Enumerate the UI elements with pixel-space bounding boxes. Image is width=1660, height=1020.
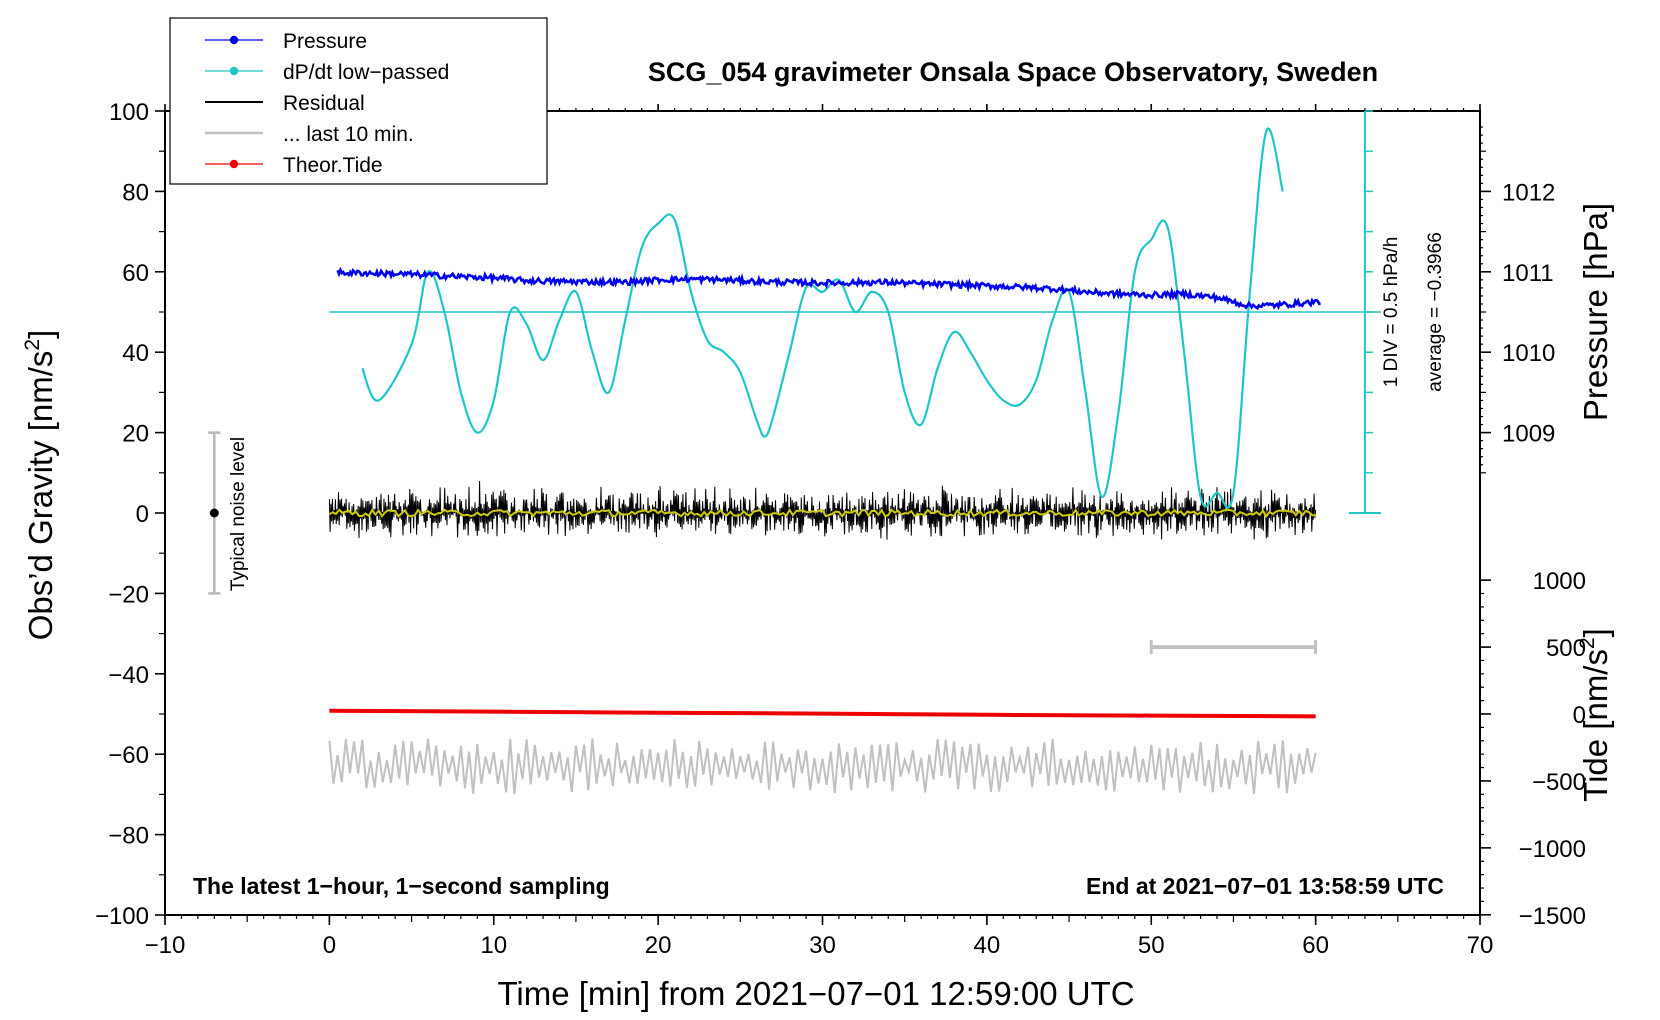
- y-left-tick-label: 80: [122, 179, 149, 206]
- legend-label: ... last 10 min.: [283, 123, 414, 146]
- pressure-tick-label: 1010: [1502, 340, 1555, 367]
- y-left-tick-label: −20: [108, 581, 149, 608]
- x-tick-label: 20: [645, 932, 672, 959]
- last-10-min-line: [328, 738, 1317, 795]
- pressure-axis-title: Pressure [hPa]: [1577, 203, 1614, 421]
- plot-area: −10 0 10 20 30 40 50 60 70−100−80−60−40−20020406…: [95, 99, 1586, 959]
- chart-title: SCG_054 gravimeter Onsala Space Observat…: [648, 57, 1378, 87]
- legend-marker: [229, 66, 239, 76]
- x-tick-label: 0: [323, 932, 336, 959]
- y-axis-left-title-end: ]: [22, 330, 59, 339]
- sampling-note: The latest 1−hour, 1−second sampling: [193, 873, 610, 899]
- pressure-series-line: [336, 266, 1321, 311]
- x-tick-label: −10: [145, 932, 186, 959]
- x-tick-label: 10: [480, 932, 507, 959]
- tide-axis-title-text: Tide [nm/s: [1577, 649, 1614, 802]
- tide-axis-title: Tide [nm/s2]: [1576, 628, 1614, 802]
- legend-marker: [229, 159, 239, 169]
- y-left-tick-label: −40: [108, 662, 149, 689]
- y-left-tick-label: 60: [122, 260, 149, 287]
- pressure-tick-label: 1012: [1502, 179, 1555, 206]
- y-left-tick-label: 20: [122, 421, 149, 448]
- legend-label: Pressure: [283, 30, 367, 53]
- tide-tick-label: 1000: [1533, 568, 1586, 595]
- lowpass-residual-line: [328, 508, 1316, 518]
- tide-tick-label: −1000: [1519, 836, 1586, 863]
- dpdt-series-line: [361, 127, 1284, 509]
- legend: Pressure dP/dt low−passed Residual ... last…: [169, 17, 548, 185]
- y-left-tick-label: 0: [136, 501, 149, 528]
- x-tick-label: 50: [1138, 932, 1165, 959]
- end-time-note: End at 2021−07−01 13:58:59 UTC: [1086, 873, 1444, 899]
- y-left-tick-label: 40: [122, 340, 149, 367]
- dpdt-division-label: 1 DIV = 0.5 hPa/h: [1381, 237, 1402, 388]
- y-axis-left-title-sup: 2: [21, 339, 44, 351]
- x-axis-title: Time [min] from 2021−07−01 12:59:00 UTC: [497, 975, 1134, 1012]
- x-tick-label: 70: [1467, 932, 1494, 959]
- legend-label: Theor.Tide: [283, 154, 383, 177]
- tide-tick-label: 0: [1573, 702, 1586, 729]
- x-tick-label: 40: [974, 932, 1001, 959]
- x-tick-label: 30: [809, 932, 836, 959]
- pressure-tick-label: 1009: [1502, 421, 1555, 448]
- theor-tide-line: [329, 708, 1316, 719]
- tide-tick-label: −1500: [1519, 903, 1586, 930]
- legend-label: dP/dt low−passed: [283, 61, 449, 84]
- noise-level-center-dot: [209, 508, 219, 518]
- y-left-tick-label: −80: [108, 823, 149, 850]
- tide-axis-title-sup: 2: [1576, 637, 1599, 649]
- pressure-tick-label: 1011: [1502, 260, 1554, 287]
- y-left-tick-label: −100: [95, 903, 149, 930]
- y-left-tick-label: −60: [108, 742, 149, 769]
- legend-label: Residual: [283, 92, 365, 115]
- tide-tick-label: 500: [1546, 635, 1586, 662]
- y-axis-left-title-text: Obs’d Gravity [nm/s: [22, 351, 59, 641]
- noise-level-label: Typical noise level: [228, 437, 249, 591]
- y-axis-left-title: Obs’d Gravity [nm/s2]: [21, 330, 59, 641]
- legend-marker: [229, 35, 239, 45]
- tide-tick-label: −500: [1532, 769, 1586, 796]
- x-tick-label: 60: [1302, 932, 1329, 959]
- y-left-tick-label: 100: [109, 99, 149, 126]
- tide-axis-title-end: ]: [1577, 628, 1614, 637]
- dpdt-average-label: average = −0.3966: [1425, 232, 1446, 392]
